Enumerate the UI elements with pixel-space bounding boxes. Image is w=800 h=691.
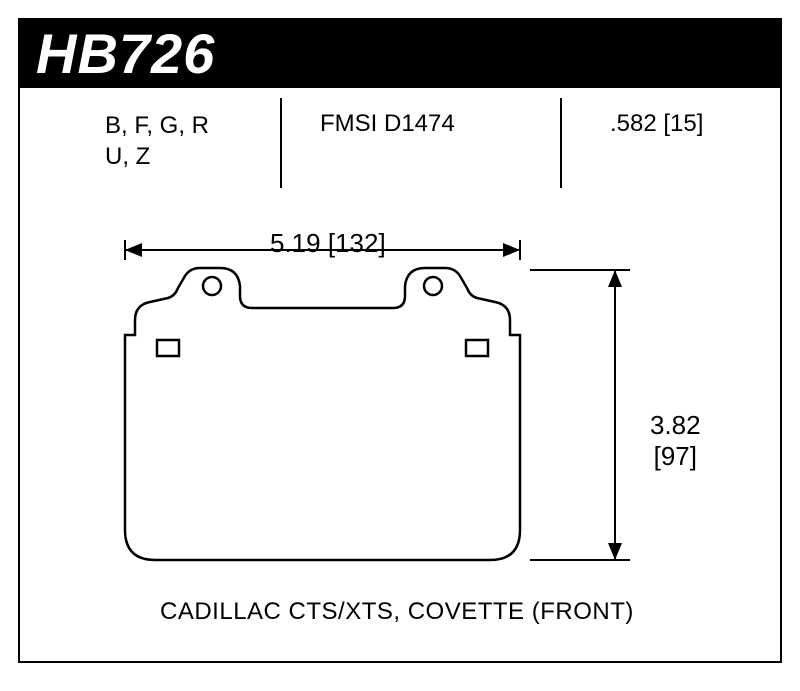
height-mm: [97] [650, 441, 701, 472]
compound-codes-line2: U, Z [105, 141, 209, 172]
height-inches: 3.82 [650, 410, 701, 441]
spec-divider-2 [560, 98, 562, 188]
brake-pad-outline [40, 200, 600, 600]
part-number-bar: HB726 [18, 18, 782, 88]
height-dimension-label: 3.82 [97] [650, 410, 701, 472]
spec-row: B, F, G, R U, Z FMSI D1474 .582 [15] [40, 100, 760, 180]
fmsi-code: FMSI D1474 [320, 110, 455, 138]
thickness: .582 [15] [610, 110, 703, 138]
spec-divider-1 [280, 98, 282, 188]
thickness-inches: .582 [610, 110, 657, 137]
compound-codes-line1: B, F, G, R [105, 110, 209, 141]
thickness-mm: [15] [663, 110, 703, 137]
compound-codes: B, F, G, R U, Z [105, 110, 209, 172]
part-number: HB726 [36, 21, 215, 86]
diagram-area: 5.19 [132] 3.82 [97] CADILLAC CTS/XTS, C… [40, 200, 760, 630]
application-label: CADILLAC CTS/XTS, COVETTE (FRONT) [160, 598, 634, 626]
